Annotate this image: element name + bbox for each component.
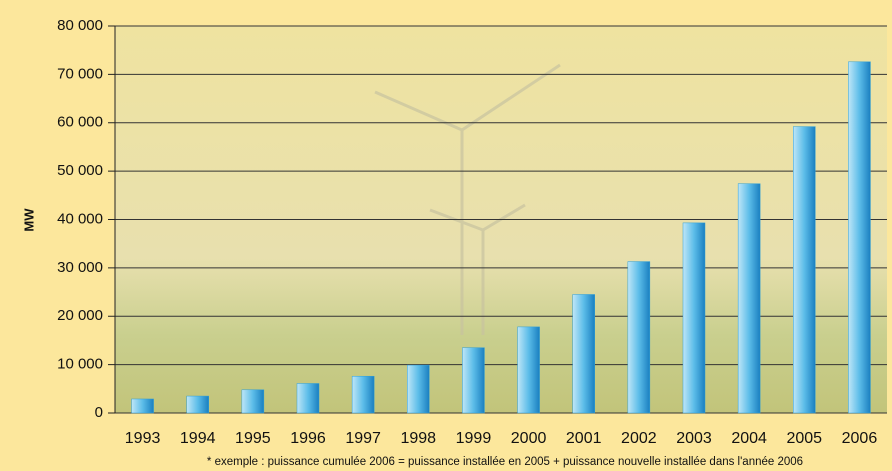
turbines: [374, 63, 561, 335]
x-tick-label: 2004: [731, 430, 767, 447]
y-tick-label: 60 000: [57, 114, 103, 131]
footnote: * exemple : puissance cumulée 2006 = pui…: [207, 456, 803, 468]
x-tick-label: 2003: [676, 430, 712, 447]
x-tick-label: 1996: [290, 430, 326, 447]
bar: [186, 395, 209, 414]
y-tick-label: 10 000: [57, 356, 103, 373]
bar: [351, 375, 375, 414]
x-tick-label: 1997: [345, 430, 381, 447]
x-tick-label: 2002: [621, 430, 657, 447]
bar: [241, 389, 265, 414]
bar: [572, 294, 595, 414]
y-tick-label: 30 000: [57, 259, 103, 276]
y-tick-label: 70 000: [57, 65, 103, 82]
y-tick-label: 0: [95, 404, 103, 421]
bar: [848, 61, 871, 414]
bar: [296, 383, 320, 414]
x-tick-label: 2005: [786, 430, 822, 447]
x-tick-label: 2001: [566, 430, 602, 447]
bar: [682, 222, 706, 414]
x-tick-label: 1994: [180, 430, 216, 447]
bar: [407, 364, 430, 414]
y-tick-label: 20 000: [57, 307, 103, 324]
x-tick-label: 1993: [125, 430, 161, 447]
bar: [793, 126, 816, 414]
y-tick-label: 40 000: [57, 210, 103, 227]
bar: [462, 347, 485, 414]
y-tick-label: 80 000: [57, 17, 103, 34]
y-axis-label: MW: [21, 208, 36, 232]
x-tick-label: 1995: [235, 430, 271, 447]
x-tick-label: 2006: [842, 430, 878, 447]
x-tick-label: 1998: [400, 430, 436, 447]
bar: [737, 183, 761, 414]
bar: [517, 326, 540, 414]
x-tick-label: 2000: [511, 430, 547, 447]
y-tick-label: 50 000: [57, 162, 103, 179]
bar: [131, 398, 154, 414]
bar: [627, 261, 651, 414]
x-tick-label: 1999: [456, 430, 492, 447]
